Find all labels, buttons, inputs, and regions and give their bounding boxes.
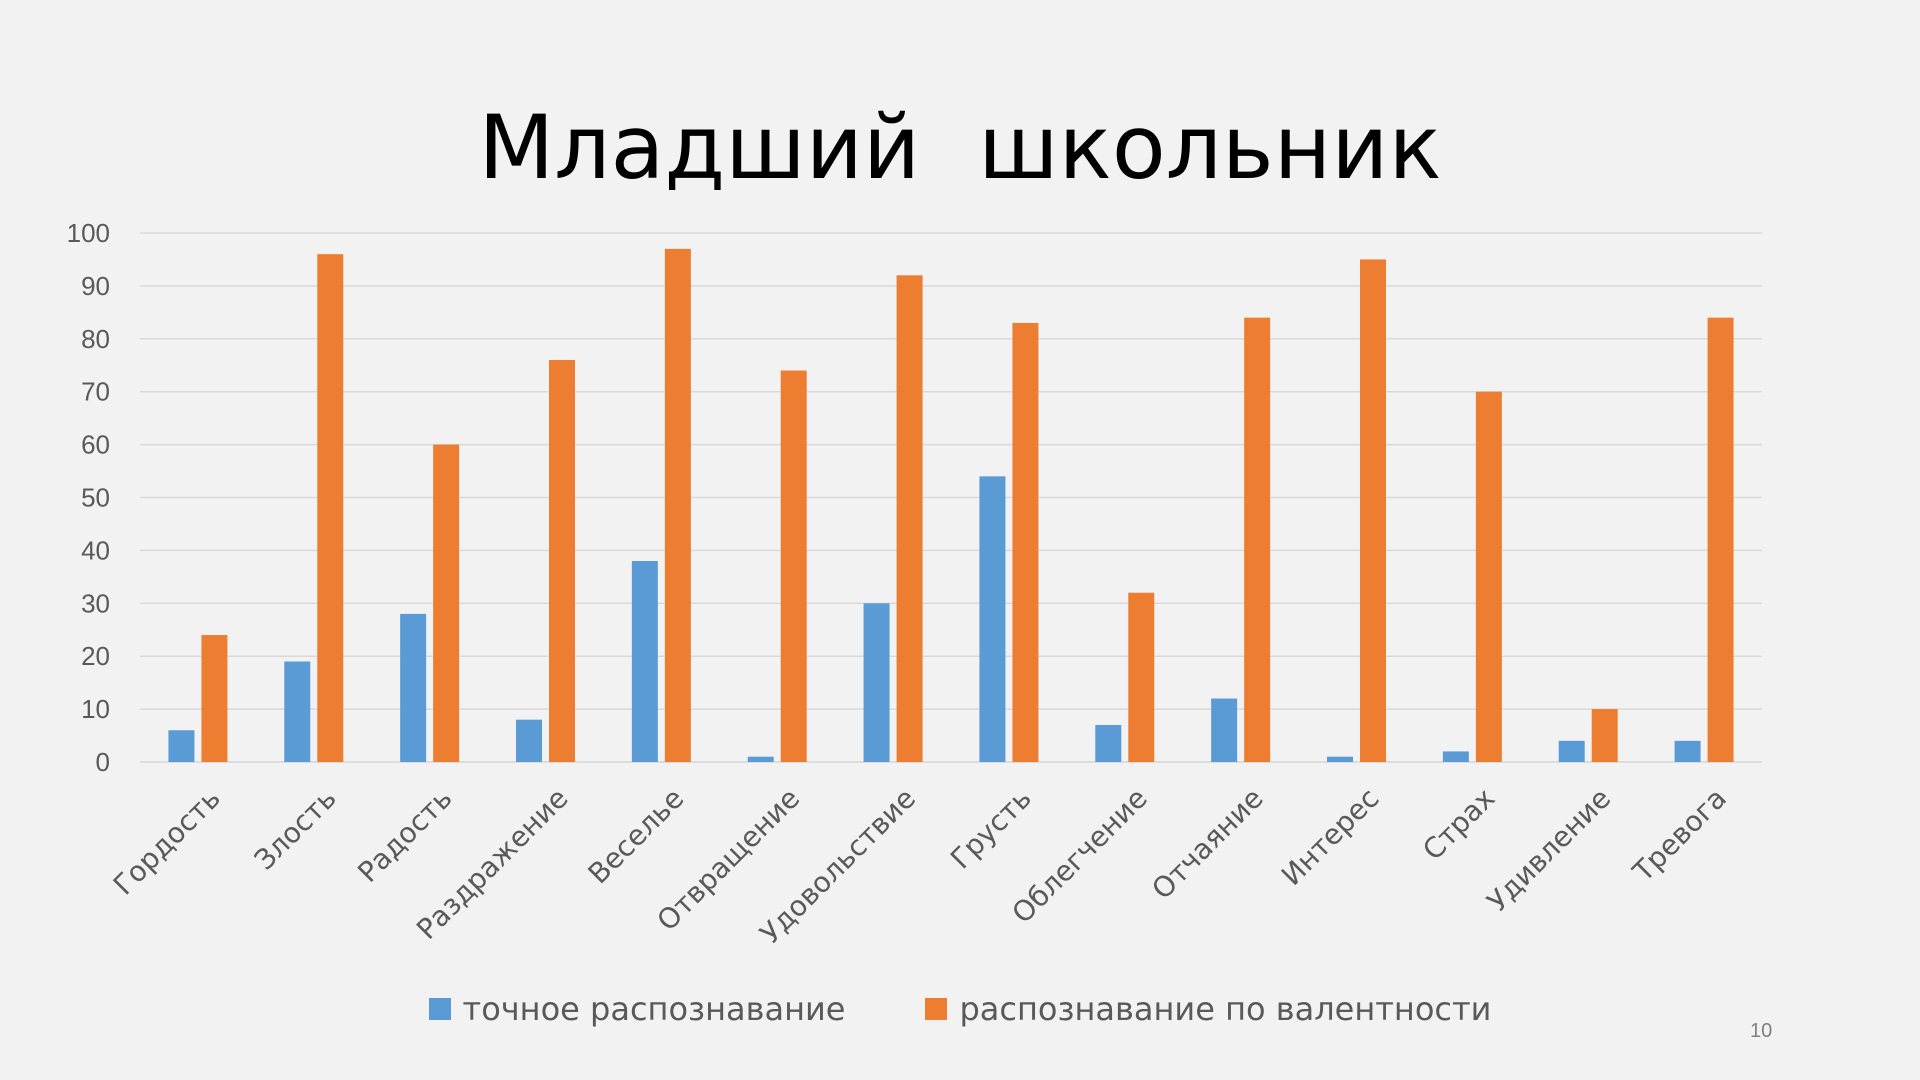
bar-exact xyxy=(1327,756,1353,762)
bar-exact xyxy=(979,476,1006,762)
bar-valence xyxy=(201,635,228,762)
bar-valence xyxy=(549,359,575,762)
x-tick-label: Гордость xyxy=(107,782,227,902)
bar-exact xyxy=(1674,740,1701,762)
bar-exact xyxy=(631,560,658,762)
slide-title: Младший школьник xyxy=(478,96,1442,199)
y-tick-label: 100 xyxy=(67,218,110,248)
bar-valence xyxy=(1012,322,1039,762)
x-tick-label: Страх xyxy=(1416,782,1501,867)
y-tick-label: 80 xyxy=(81,324,110,354)
y-tick-label: 30 xyxy=(81,588,110,618)
x-tick-label: Радость xyxy=(351,782,458,889)
bar-valence xyxy=(896,275,923,762)
bar-valence xyxy=(1591,709,1618,762)
y-tick-label: 20 xyxy=(81,641,110,671)
y-tick-label: 60 xyxy=(81,430,110,460)
bar-exact xyxy=(863,603,890,762)
legend-label-valence: распознавание по валентности xyxy=(959,990,1492,1028)
chart-bars xyxy=(168,248,1734,762)
bar-valence xyxy=(1475,391,1502,762)
page-number: 10 xyxy=(1750,1020,1773,1042)
bar-valence xyxy=(1360,259,1386,762)
y-axis-tick-labels: 0 10 20 30 40 50 60 70 80 90 100 xyxy=(67,218,110,777)
bar-exact xyxy=(1558,740,1585,762)
y-tick-label: 70 xyxy=(81,377,110,407)
x-tick-label: Отчаяние xyxy=(1145,782,1269,906)
bar-valence xyxy=(664,248,691,762)
bar-exact xyxy=(400,613,427,762)
bar-exact xyxy=(168,730,195,762)
legend-swatch-valence xyxy=(925,998,948,1020)
legend-label-exact: точное распознавание xyxy=(462,990,846,1028)
bar-valence xyxy=(780,370,807,762)
bar-valence xyxy=(1244,317,1271,762)
bar-exact xyxy=(1095,724,1122,762)
y-tick-label: 0 xyxy=(96,747,110,777)
y-tick-label: 40 xyxy=(81,535,110,565)
legend-swatch-exact xyxy=(428,998,451,1020)
bar-exact xyxy=(516,719,542,762)
x-tick-label: Веселье xyxy=(582,782,691,891)
chart-legend: точное распознавание распознавание по ва… xyxy=(0,990,1920,1028)
bar-exact xyxy=(747,756,774,762)
bar-valence xyxy=(317,254,344,762)
x-tick-label: Грусть xyxy=(944,782,1038,876)
x-tick-label: Тревога xyxy=(1626,782,1733,889)
bar-valence xyxy=(1707,317,1734,762)
x-tick-label: Злость xyxy=(248,782,343,877)
y-tick-label: 90 xyxy=(81,271,110,301)
bar-valence xyxy=(433,444,460,762)
bar-valence xyxy=(1128,592,1155,762)
legend-item-valence: распознавание по валентности xyxy=(925,990,1491,1028)
chart-gridlines xyxy=(140,232,1762,763)
y-tick-label: 50 xyxy=(81,483,110,513)
bar-exact xyxy=(1211,698,1238,762)
y-tick-label: 10 xyxy=(81,694,110,724)
legend-item-exact: точное распознавание xyxy=(428,990,846,1028)
bar-exact xyxy=(1442,751,1469,762)
bar-exact xyxy=(284,661,311,762)
x-tick-label: Удивление xyxy=(1481,782,1617,918)
x-tick-label: Интерес xyxy=(1275,782,1385,892)
